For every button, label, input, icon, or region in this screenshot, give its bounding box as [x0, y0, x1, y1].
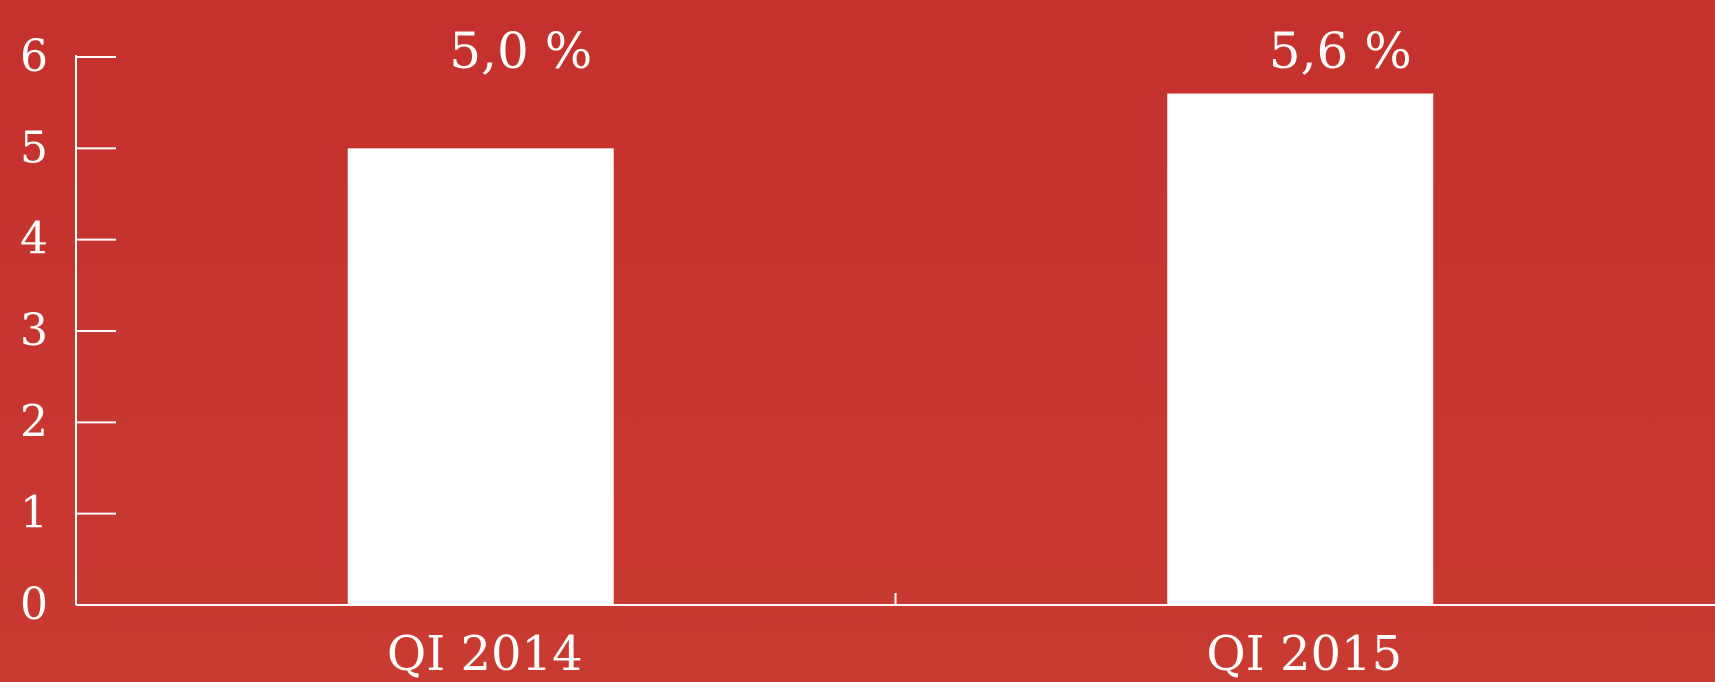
- y-tick-label: 3: [20, 305, 48, 356]
- data-label-1: 5,0 %: [449, 22, 592, 80]
- x-category-label-1: QI 2014: [387, 626, 583, 682]
- y-tick-label: 4: [20, 214, 48, 265]
- y-tick-label: 1: [20, 488, 48, 539]
- bar-1: [347, 148, 614, 606]
- y-tick-label: 5: [20, 122, 48, 173]
- y-tick-label: 2: [20, 396, 48, 447]
- data-label-2: 5,6 %: [1269, 22, 1412, 80]
- y-tick-label: 6: [20, 31, 48, 82]
- x-category-label-2: QI 2015: [1206, 626, 1402, 682]
- y-tick-label: 0: [20, 579, 48, 630]
- bar-2: [1167, 93, 1434, 606]
